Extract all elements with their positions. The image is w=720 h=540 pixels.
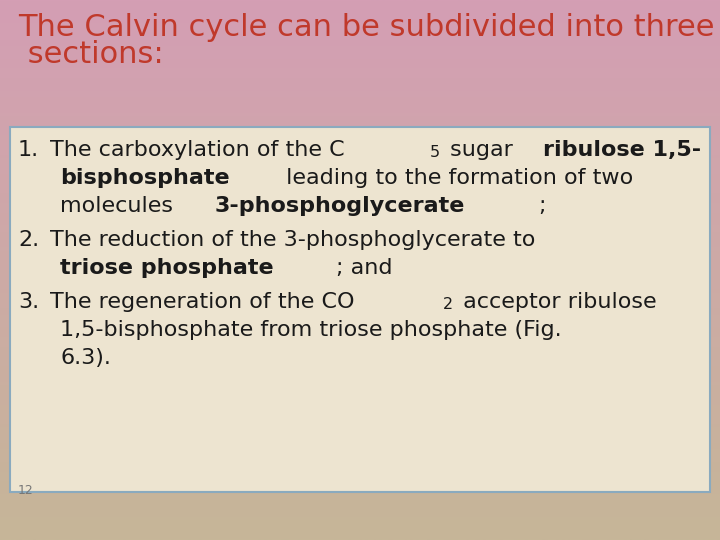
Text: bisphosphate: bisphosphate [60, 168, 230, 188]
Text: ; and: ; and [336, 258, 392, 278]
Text: 5: 5 [430, 145, 441, 160]
Text: 2.: 2. [18, 230, 39, 250]
Text: 6.3).: 6.3). [60, 348, 111, 368]
Text: sections:: sections: [18, 40, 163, 69]
Text: The reduction of the 3-phosphoglycerate to: The reduction of the 3-phosphoglycerate … [50, 230, 536, 250]
FancyBboxPatch shape [10, 127, 710, 492]
Text: ribulose 1,5-: ribulose 1,5- [543, 140, 701, 160]
Text: The regeneration of the CO: The regeneration of the CO [50, 292, 354, 312]
Text: 1,5-bisphosphate from triose phosphate (Fig.: 1,5-bisphosphate from triose phosphate (… [60, 320, 562, 340]
Text: leading to the formation of two: leading to the formation of two [279, 168, 633, 188]
Text: 12: 12 [18, 484, 34, 497]
Text: The Calvin cycle can be subdivided into three: The Calvin cycle can be subdivided into … [18, 13, 714, 42]
Text: 3-phosphoglycerate: 3-phosphoglycerate [215, 196, 465, 216]
Text: ;: ; [538, 196, 546, 216]
Text: molecules: molecules [60, 196, 180, 216]
Text: 2: 2 [443, 297, 453, 312]
Text: sugar: sugar [444, 140, 521, 160]
Text: triose phosphate: triose phosphate [60, 258, 274, 278]
Text: The carboxylation of the C: The carboxylation of the C [50, 140, 345, 160]
Text: 3.: 3. [18, 292, 39, 312]
Text: acceptor ribulose: acceptor ribulose [456, 292, 657, 312]
Text: 1.: 1. [18, 140, 39, 160]
